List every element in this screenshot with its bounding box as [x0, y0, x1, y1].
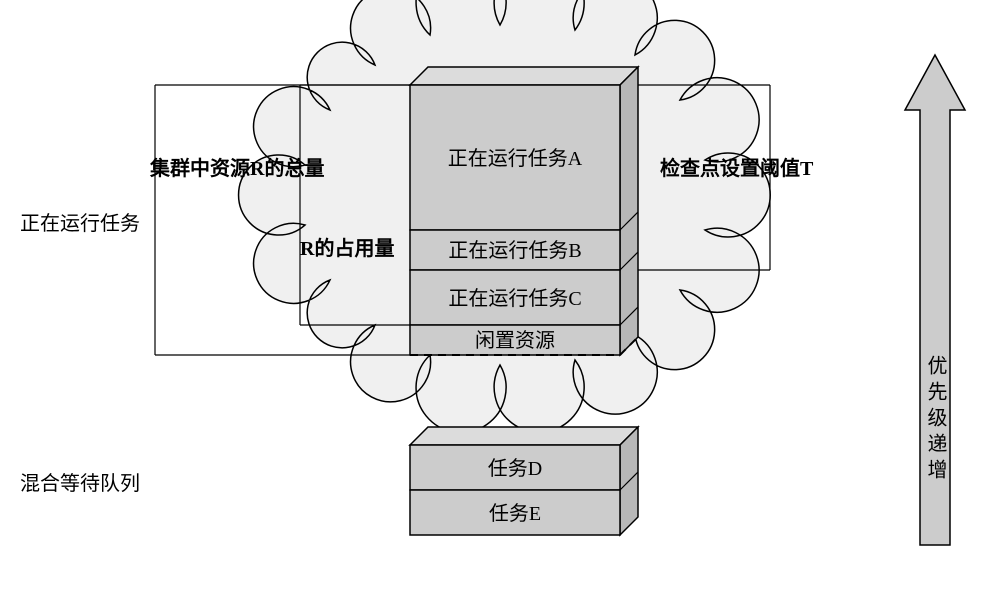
priority-axis-label: 优先级递增: [924, 355, 947, 485]
task-a-label: 正在运行任务A: [448, 147, 583, 170]
idle-block: 闲置资源: [410, 325, 638, 355]
threshold-t-label: 检查点设置阈值T: [660, 156, 814, 180]
running-section-label: 正在运行任务: [20, 212, 140, 235]
task-d-block: 任务D: [410, 445, 638, 490]
task-a-block: 正在运行任务A: [410, 85, 638, 230]
total-r-label: 集群中资源R的总量: [149, 156, 324, 180]
waiting-stack: 任务D 任务E: [410, 427, 638, 535]
task-c-block: 正在运行任务C: [410, 270, 638, 325]
occupied-r-label: R的占用量: [300, 236, 394, 260]
running-stack: 正在运行任务A 正在运行任务B 正在运行任务C 闲置资源: [410, 67, 638, 355]
task-e-label: 任务E: [489, 502, 541, 525]
task-d-label: 任务D: [488, 457, 542, 480]
task-b-block: 正在运行任务B: [410, 230, 638, 270]
idle-label: 闲置资源: [475, 329, 555, 352]
task-c-label: 正在运行任务C: [448, 287, 581, 310]
priority-arrow: 优先级递增: [905, 55, 965, 545]
task-b-label: 正在运行任务B: [448, 239, 581, 262]
task-e-block: 任务E: [410, 490, 620, 535]
waiting-section-label: 混合等待队列: [20, 472, 140, 495]
